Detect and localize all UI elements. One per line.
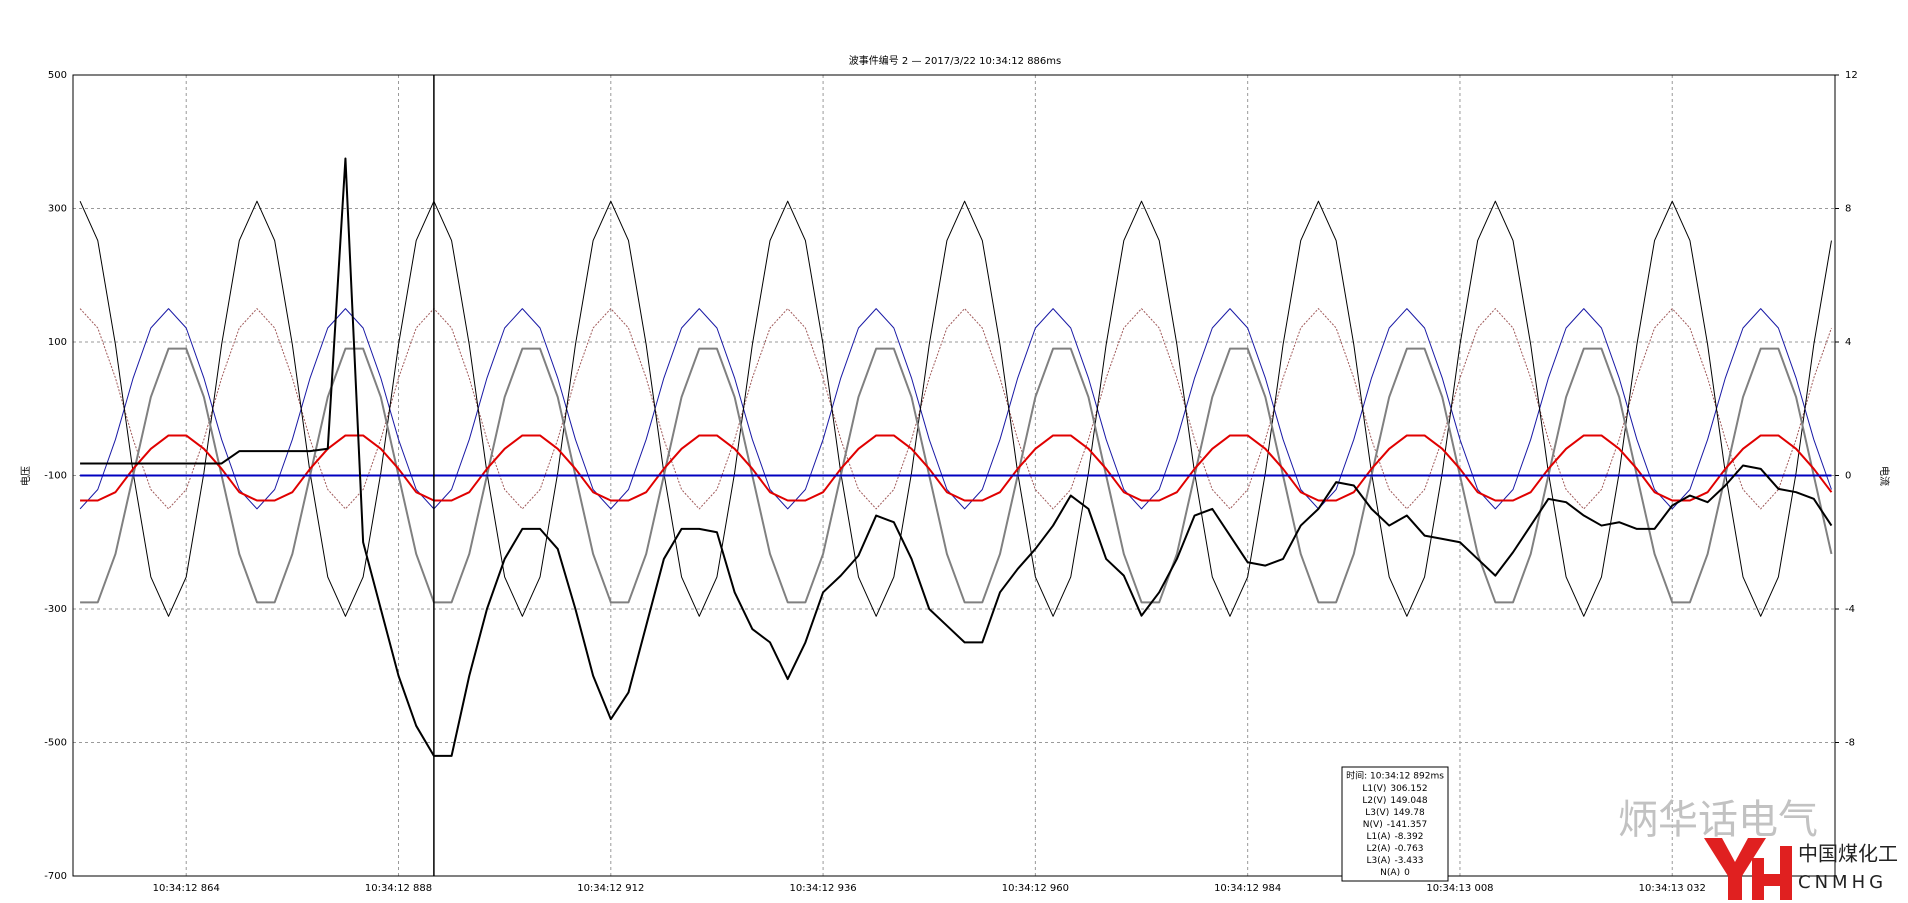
reading-name: N(A) xyxy=(1380,868,1400,878)
x-tick-label: 10:34:12 912 xyxy=(577,883,644,894)
series-line xyxy=(79,308,1832,510)
logo-text: 中国煤化工 xyxy=(1798,842,1898,866)
reading-value: 149.78 xyxy=(1393,808,1425,818)
reading-name: L3(A) xyxy=(1367,856,1391,866)
tooltip-reading: L3(V) 149.78 xyxy=(1365,808,1425,818)
series-line xyxy=(80,347,1833,604)
reading-name: N(V) xyxy=(1363,820,1383,830)
reading-value: 0 xyxy=(1404,868,1410,878)
series-line xyxy=(80,157,1833,757)
logo-text: CNMHG xyxy=(1798,872,1887,893)
x-tick-label: 10:34:12 888 xyxy=(365,883,432,894)
reading-name: L2(V) xyxy=(1362,796,1386,806)
y-tick-label: 300 xyxy=(48,204,67,215)
x-tick-label: 10:34:13 008 xyxy=(1426,883,1493,894)
y-tick-label: 100 xyxy=(48,337,67,348)
watermark: 炳华话电气 xyxy=(1618,797,1818,843)
tooltip-reading: L1(A) -8.392 xyxy=(1367,832,1424,842)
tooltip-reading: N(A) 0 xyxy=(1380,868,1410,878)
y-tick-label: -700 xyxy=(44,871,67,882)
tooltip-reading: N(V) -141.357 xyxy=(1363,820,1427,830)
reading-value: 306.152 xyxy=(1390,784,1427,794)
y-tick-label: 500 xyxy=(48,70,67,81)
y2-tick-label: 12 xyxy=(1845,70,1858,81)
logo-mark xyxy=(1704,838,1766,900)
tooltip-reading: L3(A) -3.433 xyxy=(1367,856,1424,866)
plot-layer: 10:34:12 864 10:34:12 888 10:34:12 912 10:3… xyxy=(44,70,1857,894)
y2-tick-label: 8 xyxy=(1845,204,1851,215)
y2-tick-label: 4 xyxy=(1845,337,1851,348)
reading-value: -0.763 xyxy=(1394,844,1423,854)
logo-mark xyxy=(1752,846,1792,900)
series-line xyxy=(79,308,1832,510)
tooltip-reading: L2(A) -0.763 xyxy=(1367,844,1424,854)
reading-name: L1(V) xyxy=(1362,784,1386,794)
reading-name: L1(A) xyxy=(1367,832,1391,842)
y-tick-label: -300 xyxy=(44,604,67,615)
x-tick-label: 10:34:12 984 xyxy=(1214,883,1281,894)
tooltip-reading: L2(V) 149.048 xyxy=(1362,796,1427,806)
reading-value: 149.048 xyxy=(1390,796,1427,806)
y2-tick-label: -4 xyxy=(1845,604,1855,615)
tooltip-box xyxy=(1341,766,1449,882)
x-tick-label: 10:34:13 032 xyxy=(1639,883,1706,894)
y2-tick-label: -8 xyxy=(1845,738,1855,749)
x-tick-label: 10:34:12 864 xyxy=(153,883,220,894)
tooltip-title: 时间: 10:34:12 892ms xyxy=(1346,770,1444,782)
series-line xyxy=(79,200,1832,617)
reading-value: -3.433 xyxy=(1394,856,1423,866)
chart-title: 波事件编号 2 — 2017/3/22 10:34:12 886ms xyxy=(849,54,1061,67)
reading-name: L3(V) xyxy=(1365,808,1389,818)
y-tick-label: -500 xyxy=(44,738,67,749)
series-line xyxy=(80,434,1833,502)
y-axis-label: 电压 xyxy=(19,466,32,486)
x-tick-label: 10:34:12 960 xyxy=(1002,883,1069,894)
reading-name: L2(A) xyxy=(1367,844,1391,854)
x-tick-label: 10:34:12 936 xyxy=(789,883,856,894)
reading-value: -141.357 xyxy=(1387,820,1427,830)
y2-tick-label: 0 xyxy=(1845,471,1851,482)
plot-frame xyxy=(72,74,1836,877)
tooltip-reading: L1(V) 306.152 xyxy=(1362,784,1427,794)
y-tick-label: -100 xyxy=(44,471,67,482)
logo: 中国煤化工 CNMHG xyxy=(1704,838,1898,900)
y2-axis-label: 电流 xyxy=(1878,466,1891,486)
reading-value: -8.392 xyxy=(1394,832,1423,842)
